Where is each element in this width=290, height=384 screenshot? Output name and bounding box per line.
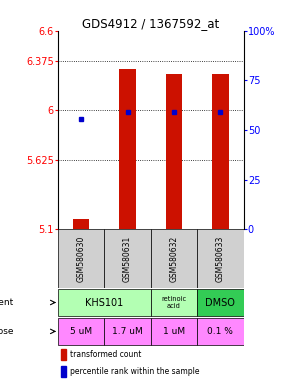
Text: dose: dose: [0, 327, 14, 336]
Bar: [61, 366, 66, 377]
Bar: [58, 318, 104, 345]
Text: retinoic
acid: retinoic acid: [162, 296, 186, 309]
Bar: [151, 318, 197, 345]
Bar: [151, 229, 197, 288]
Bar: [166, 74, 182, 229]
Bar: [197, 229, 244, 288]
Bar: [58, 229, 104, 288]
Bar: [197, 289, 244, 316]
Text: 1.7 uM: 1.7 uM: [112, 327, 143, 336]
Text: GSM580632: GSM580632: [169, 236, 179, 282]
Bar: [73, 219, 89, 229]
Text: DMSO: DMSO: [205, 298, 235, 308]
Bar: [119, 69, 136, 229]
Text: KHS101: KHS101: [85, 298, 124, 308]
Bar: [197, 318, 244, 345]
Text: GSM580631: GSM580631: [123, 236, 132, 282]
Bar: [61, 349, 66, 359]
Text: GSM580630: GSM580630: [77, 235, 86, 282]
Bar: [104, 229, 151, 288]
Text: agent: agent: [0, 298, 14, 307]
Text: 5 uM: 5 uM: [70, 327, 92, 336]
Bar: [104, 318, 151, 345]
Text: 0.1 %: 0.1 %: [207, 327, 233, 336]
Bar: [151, 289, 197, 316]
Title: GDS4912 / 1367592_at: GDS4912 / 1367592_at: [82, 17, 220, 30]
Text: percentile rank within the sample: percentile rank within the sample: [70, 367, 200, 376]
Bar: [58, 289, 151, 316]
Text: transformed count: transformed count: [70, 350, 142, 359]
Bar: [212, 74, 229, 229]
Text: GSM580633: GSM580633: [216, 235, 225, 282]
Text: 1 uM: 1 uM: [163, 327, 185, 336]
